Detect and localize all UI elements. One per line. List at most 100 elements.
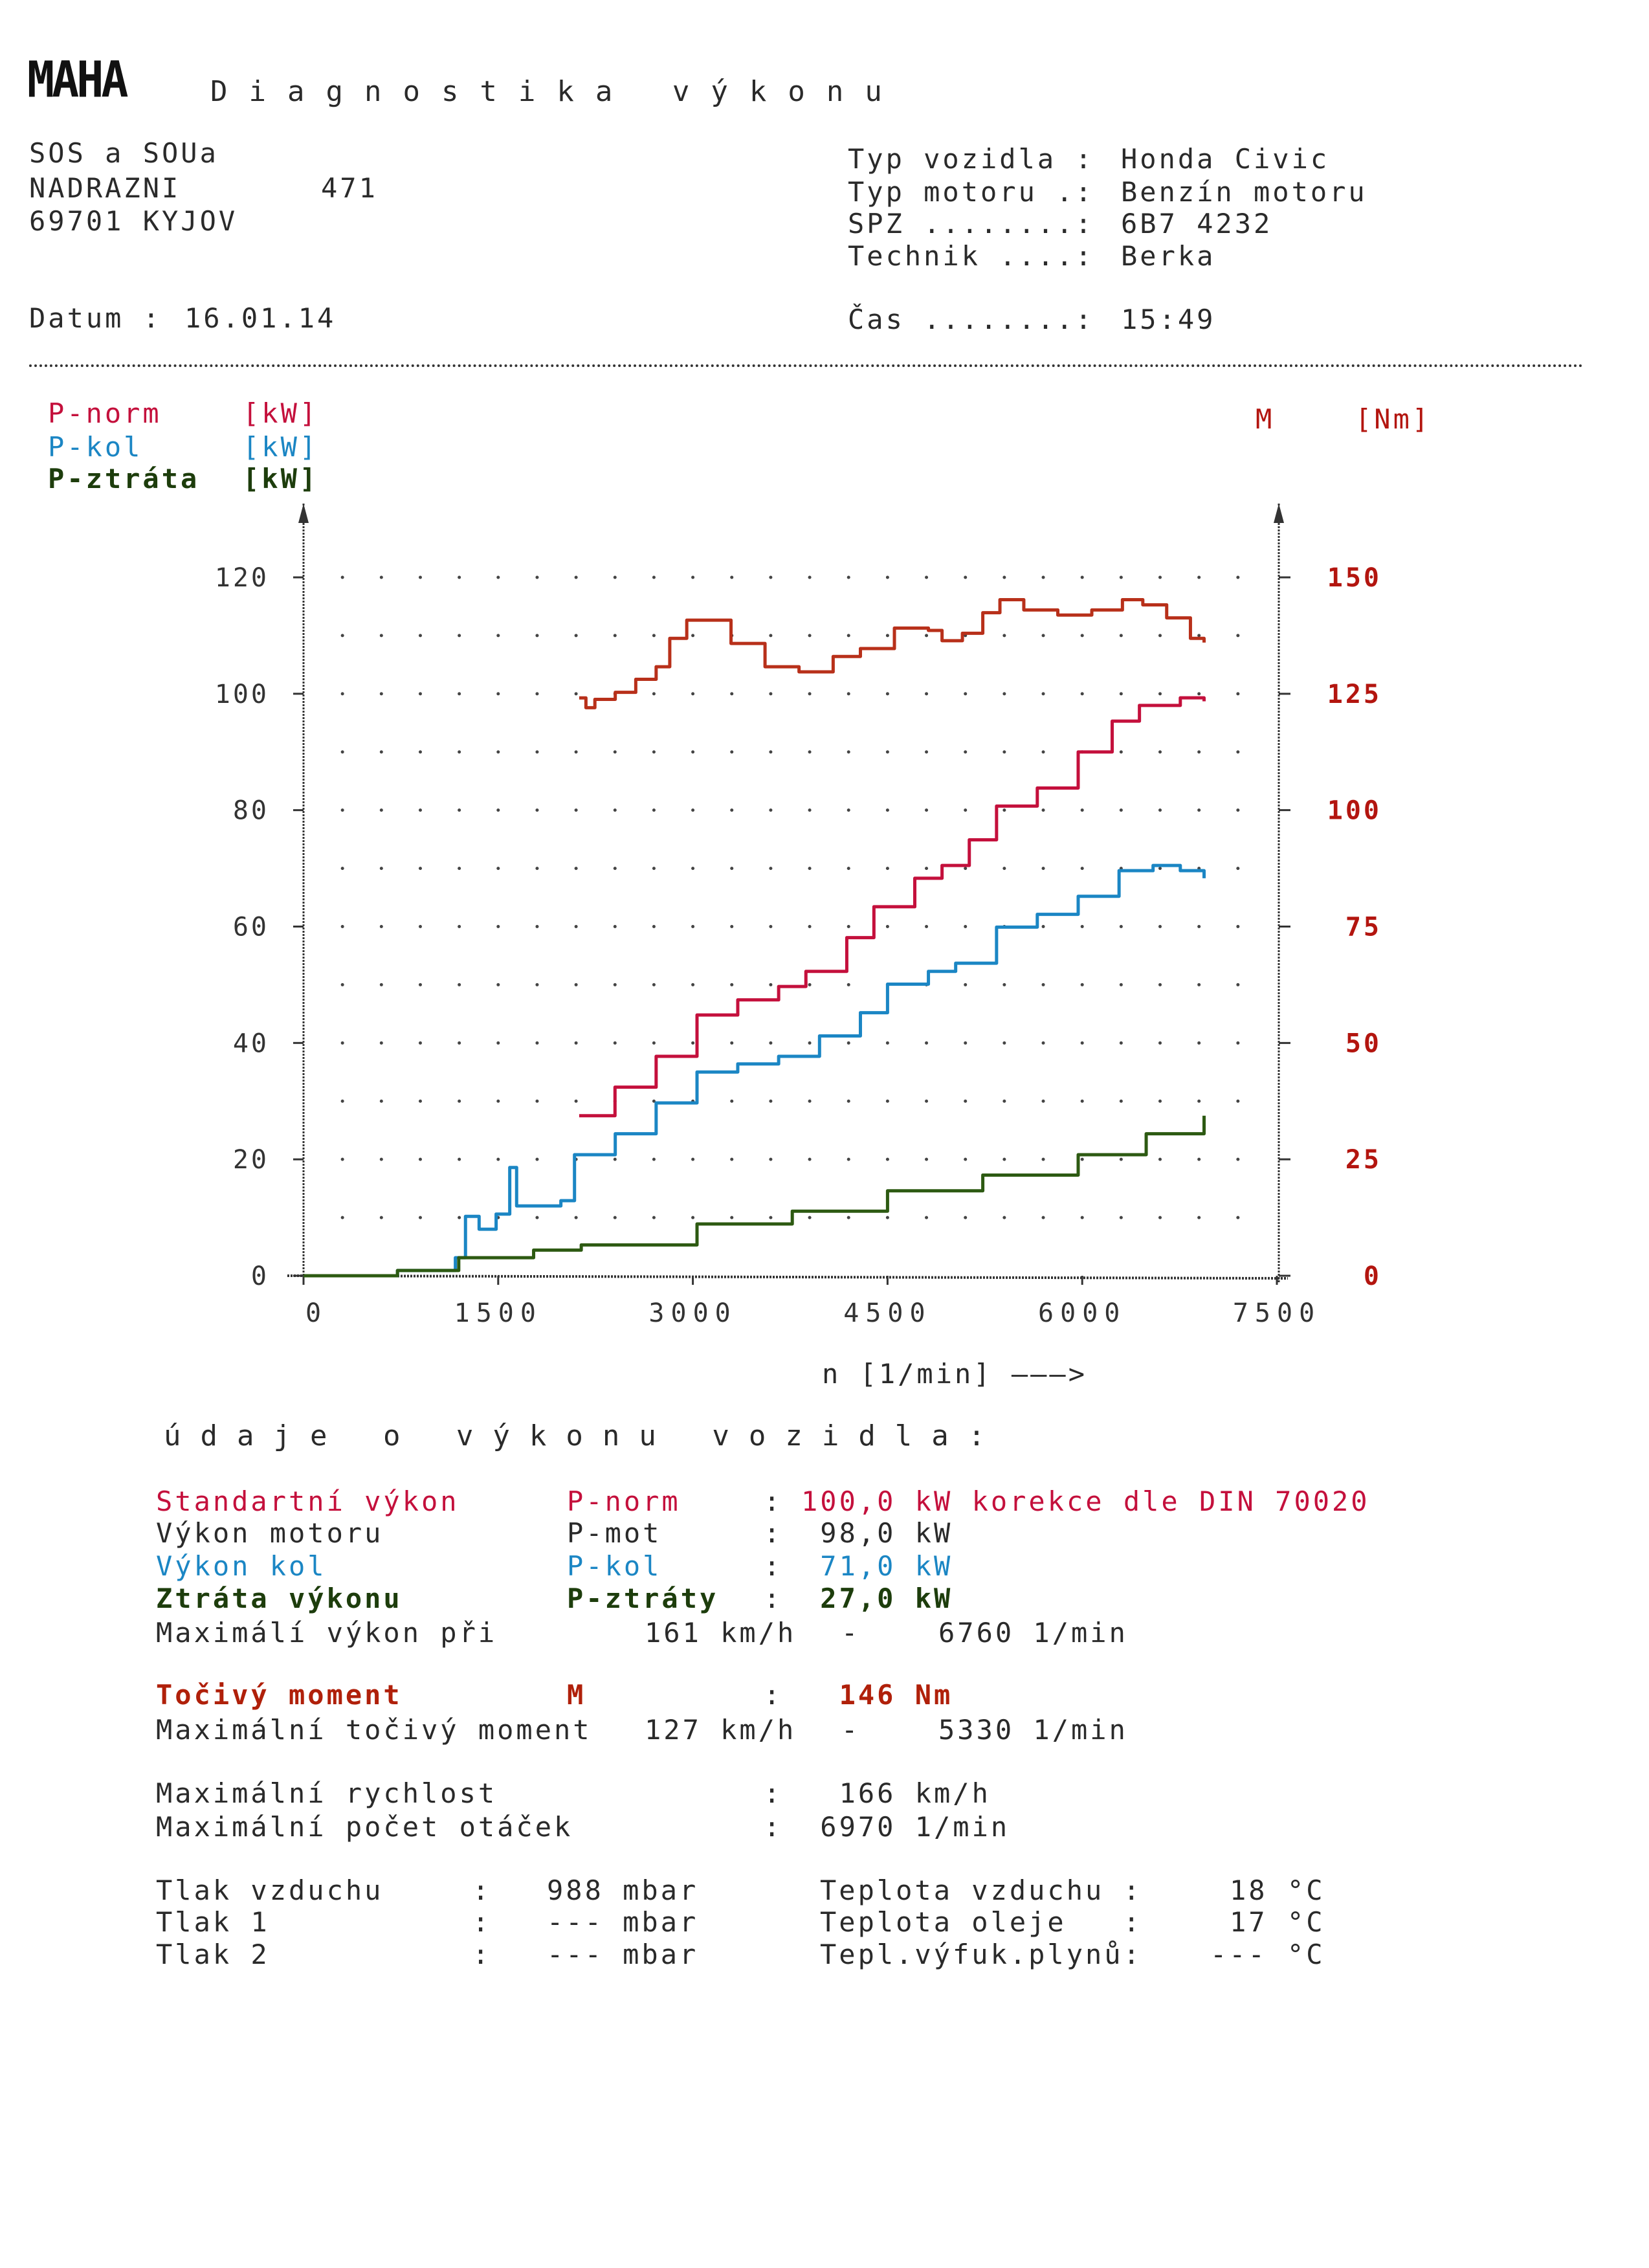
torque-colon: : [764, 1679, 783, 1711]
y-right-tick-label: 125 [1327, 680, 1382, 709]
grid-dot [1119, 634, 1123, 638]
grid-dot [847, 808, 850, 812]
grid-dot [418, 983, 422, 986]
grid-dot [613, 1157, 617, 1161]
grid-dot [925, 1041, 929, 1045]
grid-dot [730, 692, 734, 696]
grid-dot [964, 1216, 968, 1219]
grid-dot [1197, 808, 1201, 812]
grid-dot [730, 1099, 734, 1103]
grid-dot [808, 808, 812, 812]
exhaust-temp-value: --- [1210, 1939, 1267, 1970]
pressure-1-label: Tlak 1 [156, 1906, 270, 1938]
grid-dot [574, 1099, 578, 1103]
grid-dot [496, 1099, 500, 1103]
grid-dot [847, 750, 850, 754]
grid-dot [535, 750, 539, 754]
grid-dot [458, 575, 461, 579]
grid-dot [458, 983, 461, 986]
house-number: 471 [321, 172, 378, 204]
vehicle-type-value: Honda Civic [1121, 143, 1330, 175]
torque-value: 146 Nm [801, 1679, 953, 1711]
y-right-tick-label: 75 [1345, 913, 1382, 942]
grid-dot [379, 1099, 383, 1103]
grid-dot [574, 867, 578, 871]
grid-dot [613, 925, 617, 928]
grid-dot [458, 867, 461, 871]
grid-dot [925, 1099, 929, 1103]
grid-dot [1236, 1041, 1240, 1045]
y-left-tick-label: 120 [215, 563, 269, 593]
power-loss-colon: : [764, 1583, 783, 1614]
grid-dot [1197, 1099, 1201, 1103]
grid-dot [1002, 634, 1006, 638]
max-rpm-colon: : [764, 1811, 783, 1843]
grid-dot [535, 983, 539, 986]
grid-dot [1002, 867, 1006, 871]
grid-dot [964, 750, 968, 754]
x-axis [287, 1274, 1289, 1280]
grid-dot [730, 867, 734, 871]
grid-dot [808, 750, 812, 754]
grid-dot [458, 808, 461, 812]
grid-dot [418, 750, 422, 754]
grid-dot [769, 1157, 773, 1161]
grid-dot [340, 925, 344, 928]
grid-dot [418, 692, 422, 696]
grid-dot [574, 692, 578, 696]
grid-dot [613, 808, 617, 812]
grid-dot [964, 575, 968, 579]
max-power-at-label: Maximálí výkon při [156, 1617, 498, 1649]
grid-dot [847, 1041, 850, 1045]
air-temp-value: 18 [1230, 1874, 1268, 1906]
legend-p-norm: P-norm [48, 397, 162, 429]
grid-dot [458, 634, 461, 638]
grid-dot [340, 1099, 344, 1103]
grid-dot [1002, 1216, 1006, 1219]
legend-p-kol: P-kol [48, 431, 143, 463]
grid-dot [1080, 808, 1084, 812]
grid-dot [730, 1157, 734, 1161]
grid-dot [1002, 1099, 1006, 1103]
grid-dot [1080, 634, 1084, 638]
grid-dot [885, 1041, 889, 1045]
y-right-tick-label: 25 [1345, 1145, 1382, 1175]
grid-dot [652, 575, 656, 579]
power-loss-label: Ztráta výkonu [156, 1583, 403, 1614]
time-value: 15:49 [1121, 304, 1216, 335]
grid-dot [535, 692, 539, 696]
grid-dot [1002, 750, 1006, 754]
grid-dot [885, 1216, 889, 1219]
grid-dot [652, 1157, 656, 1161]
grid-dot [925, 750, 929, 754]
pressure-1-value: --- mbar [547, 1906, 699, 1938]
y-right-tick-label: 0 [1364, 1262, 1382, 1291]
grid-dot [379, 750, 383, 754]
grid-dot [769, 808, 773, 812]
grid-dot [1236, 1099, 1240, 1103]
grid-dot [925, 575, 929, 579]
grid-dot [535, 925, 539, 928]
pressure-2-colon: : [472, 1939, 492, 1970]
grid-dot [458, 1099, 461, 1103]
x-tick-label: 4500 [843, 1298, 931, 1328]
y-left-tick-label: 60 [233, 913, 269, 942]
grid-dot [1197, 692, 1201, 696]
grid-dot [1236, 750, 1240, 754]
address-line-1: SOS a SOUa [29, 137, 219, 169]
max-torque-dash: - [841, 1714, 861, 1746]
grid-dot [1002, 1157, 1006, 1161]
grid-dot [340, 634, 344, 638]
grid-dot [1197, 983, 1201, 986]
grid-dot [1236, 692, 1240, 696]
grid-dot [691, 634, 695, 638]
grid-dot [1236, 634, 1240, 638]
grid-dot [340, 1157, 344, 1161]
grid-dot [1119, 575, 1123, 579]
y-right-tick-label: 50 [1345, 1028, 1382, 1058]
technician-label: Technik ....: [848, 240, 1094, 272]
grid-dot [847, 1099, 850, 1103]
grid-dot [885, 867, 889, 871]
grid-dot [652, 867, 656, 871]
